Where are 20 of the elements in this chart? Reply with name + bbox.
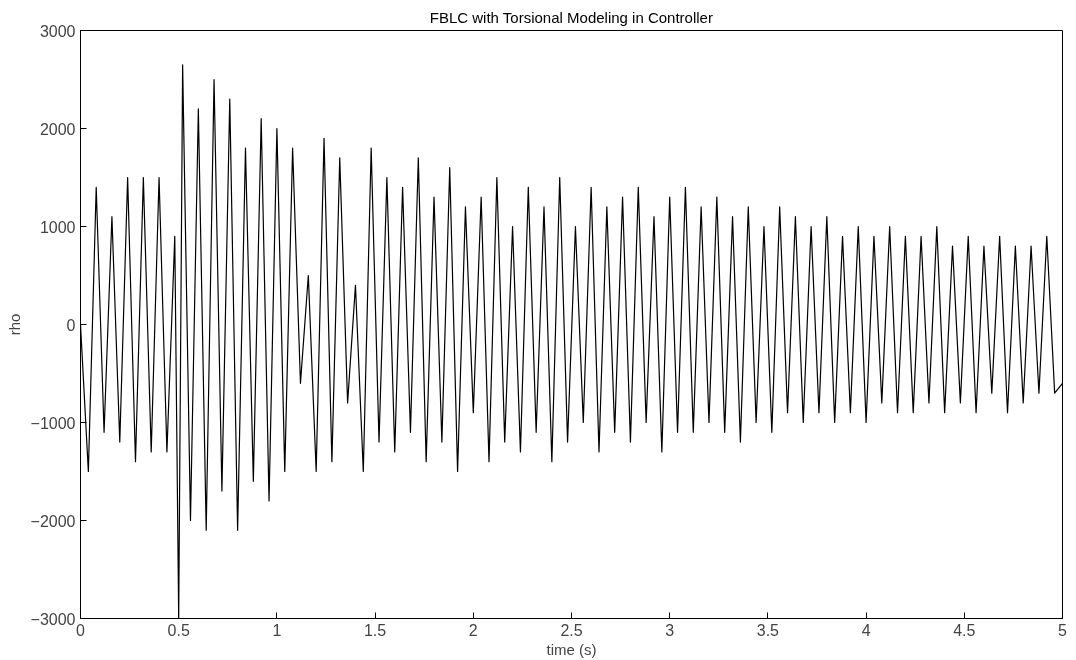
x-tick-label: 4.5 (953, 621, 976, 639)
y-tick-label: 0 (66, 316, 76, 334)
y-tick-label: −3000 (30, 610, 76, 628)
chart-title: FBLC with Torsional Modeling in Controller (429, 8, 713, 26)
y-tick-label: −1000 (30, 414, 76, 432)
x-tick-label: 3 (665, 621, 675, 639)
x-tick-label: 2.5 (560, 621, 583, 639)
x-tick-label: 1 (272, 621, 282, 639)
x-tick-label: 5 (1058, 621, 1068, 639)
x-tick-label: 0.5 (167, 621, 190, 639)
x-tick-label: 1.5 (363, 621, 387, 639)
y-axis-title: rho (5, 313, 23, 336)
x-tick-label: 4 (861, 621, 871, 639)
y-tick-label: 1000 (39, 218, 76, 236)
y-tick-label: −2000 (30, 512, 76, 530)
y-tick-label: 2000 (39, 120, 76, 138)
x-tick-label: 3.5 (756, 621, 780, 639)
y-tick-label: 3000 (39, 22, 76, 40)
x-tick-label: 2 (468, 621, 478, 639)
x-axis-title: time (s) (546, 640, 597, 658)
